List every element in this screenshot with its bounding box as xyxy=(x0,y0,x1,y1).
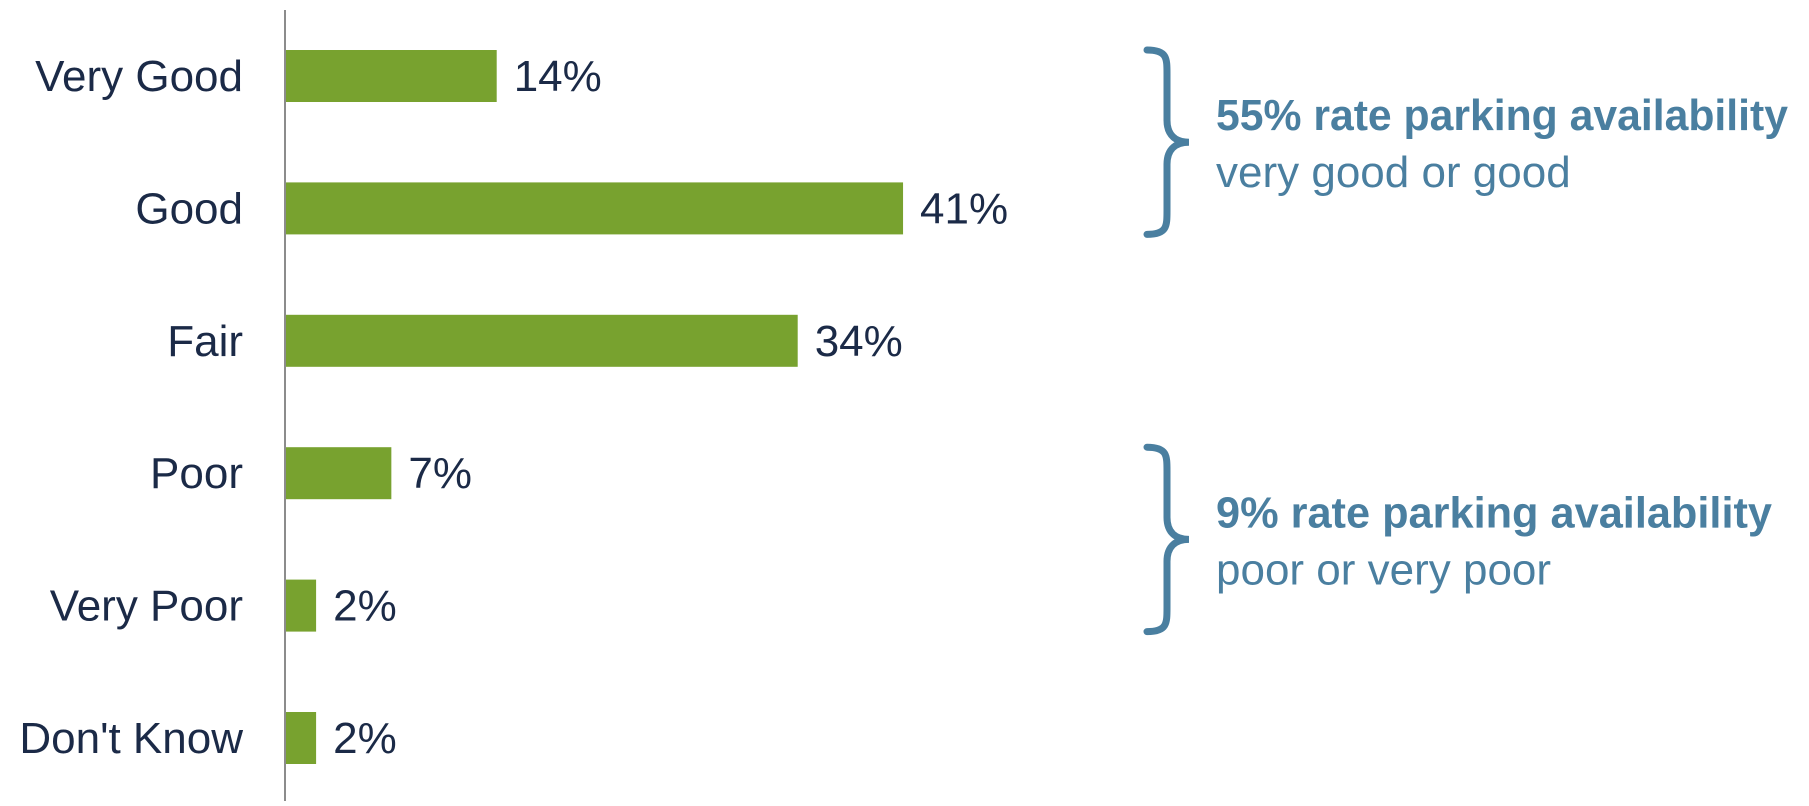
bar xyxy=(286,314,798,367)
bar xyxy=(286,50,497,102)
value-label: 14% xyxy=(514,52,602,101)
annotations-layer: 55% rate parking availability very good o… xyxy=(1143,46,1789,636)
value-label: 7% xyxy=(408,449,472,498)
annotation-headline: 9% rate parking availability xyxy=(1216,488,1773,537)
annotation-headline: 55% rate parking availability xyxy=(1216,91,1789,140)
annotation-subline: poor or very poor xyxy=(1216,545,1551,594)
value-label: 2% xyxy=(333,582,397,631)
value-label: 41% xyxy=(920,184,1008,233)
bar xyxy=(286,182,904,235)
curly-brace-icon xyxy=(1143,46,1190,238)
value-label: 34% xyxy=(815,317,903,366)
category-label: Fair xyxy=(167,317,243,366)
bar xyxy=(286,447,392,500)
bar xyxy=(286,579,317,632)
category-label: Very Poor xyxy=(50,582,243,631)
value-label: 2% xyxy=(333,714,397,763)
category-label: Poor xyxy=(150,449,243,498)
curly-brace-icon xyxy=(1143,443,1190,636)
bars-layer: Very Good 14% Good 41% Fair 34% Poor 7% Very Poo… xyxy=(19,50,1008,764)
annotation-subline: very good or good xyxy=(1216,148,1571,197)
bar xyxy=(286,712,317,764)
category-label: Very Good xyxy=(35,52,243,101)
category-label: Don't Know xyxy=(19,714,243,763)
category-label: Good xyxy=(135,184,243,233)
